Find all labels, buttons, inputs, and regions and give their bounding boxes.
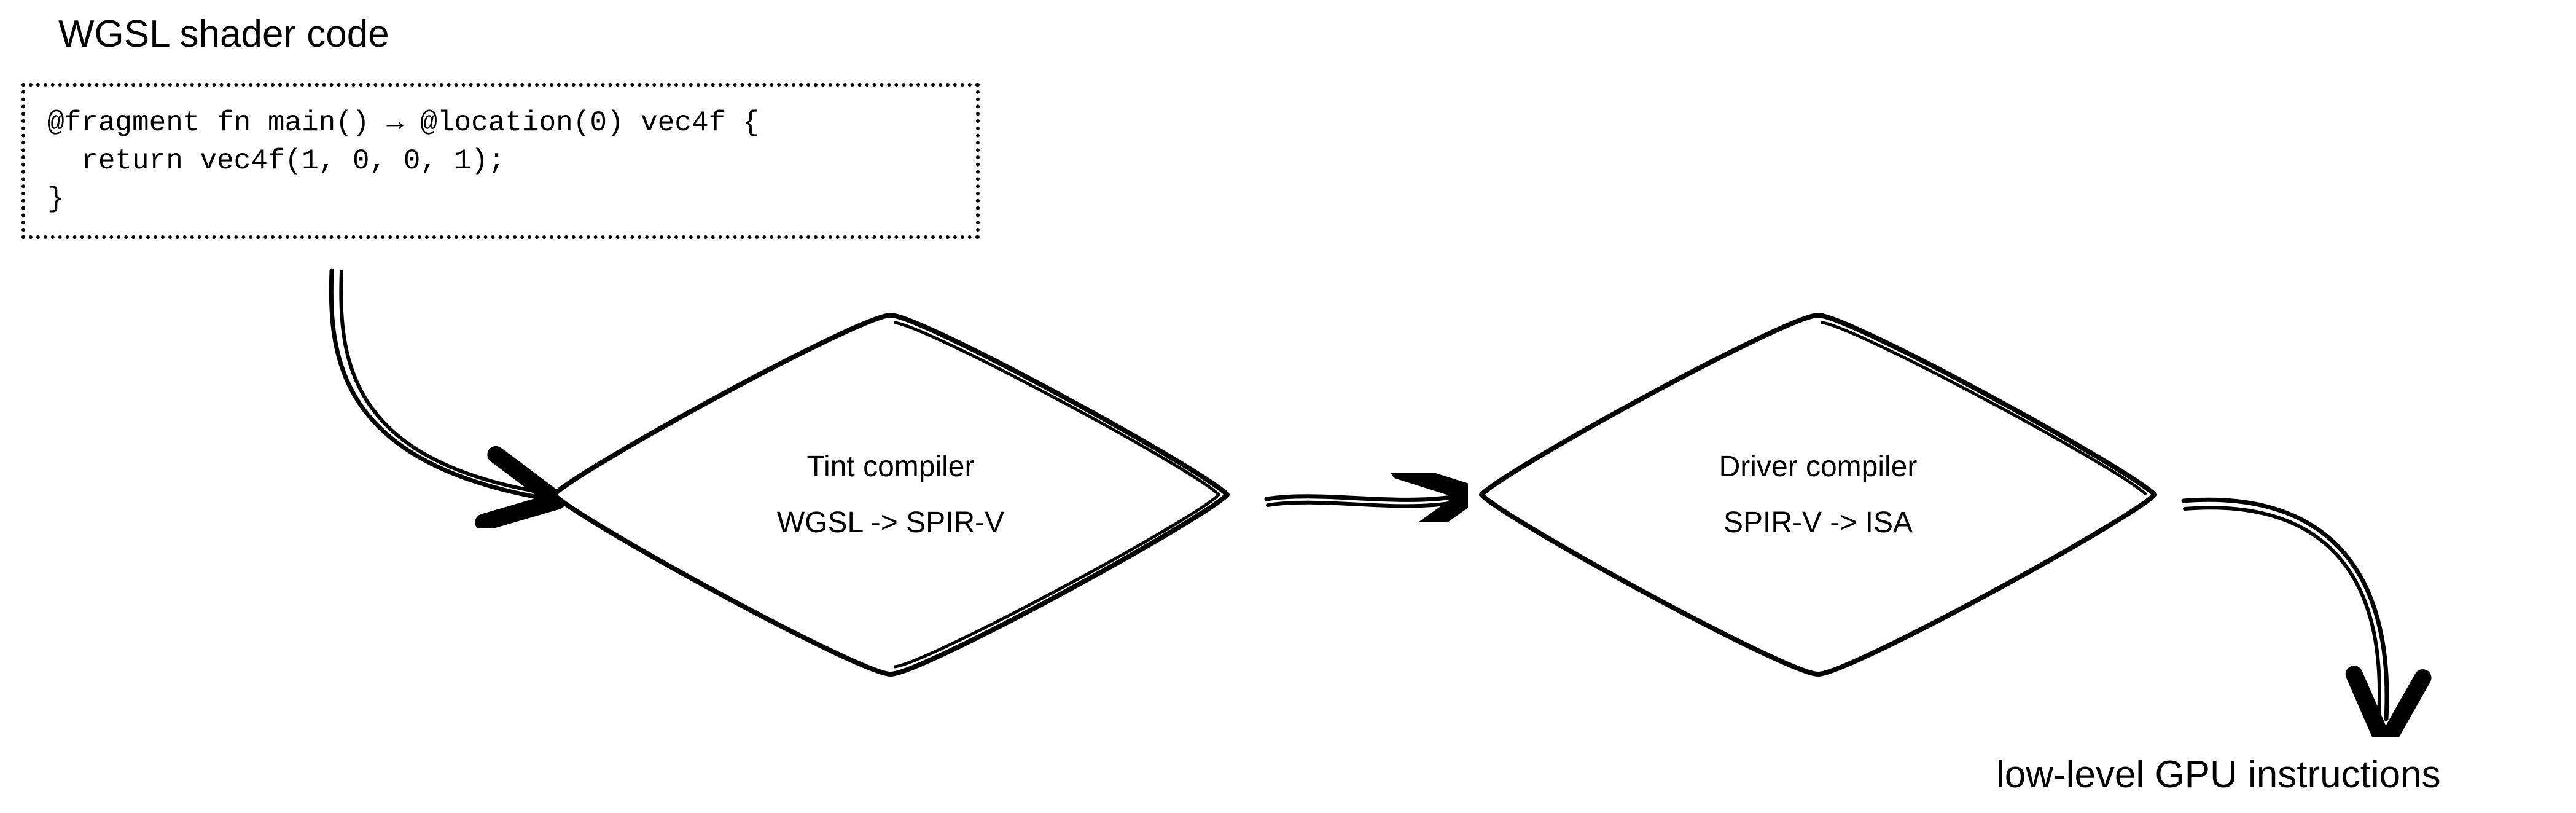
driver-title: Driver compiler — [1538, 439, 2098, 495]
shader-code-box: @fragment fn main() → @location(0) vec4f… — [21, 83, 980, 239]
source-title: WGSL shader code — [58, 12, 389, 56]
arrow-driver-to-output — [2174, 467, 2432, 737]
driver-compiler-node: Driver compiler SPIR-V -> ISA — [1468, 304, 2168, 685]
driver-transform: SPIR-V -> ISA — [1538, 495, 2098, 551]
output-label: low-level GPU instructions — [1996, 753, 2441, 796]
arrow-tint-to-driver — [1259, 473, 1468, 522]
tint-transform: WGSL -> SPIR-V — [611, 495, 1171, 551]
tint-title: Tint compiler — [611, 439, 1171, 495]
arrow-source-to-tint — [295, 264, 565, 528]
tint-compiler-node: Tint compiler WGSL -> SPIR-V — [541, 304, 1241, 685]
